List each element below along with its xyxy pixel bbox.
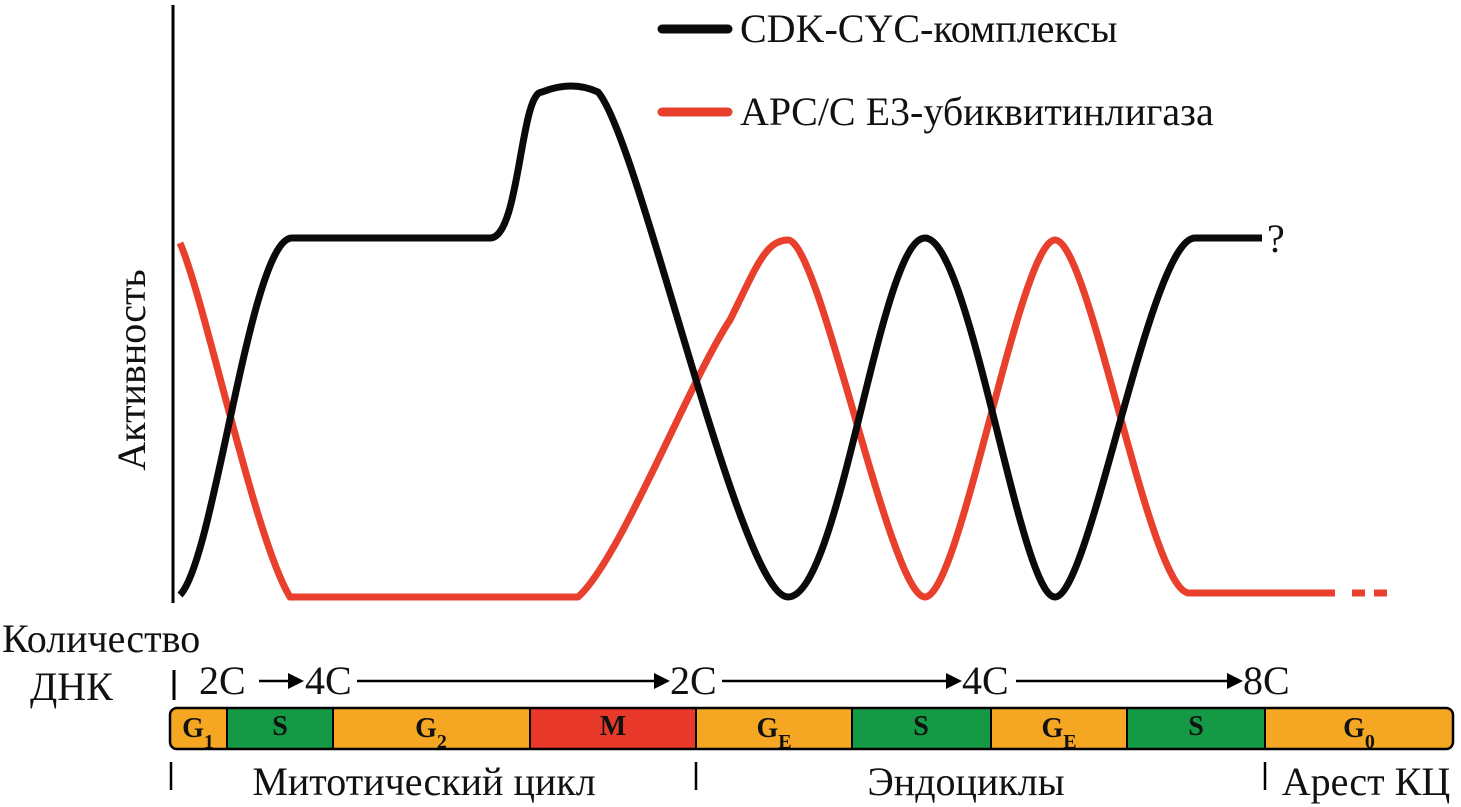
phase-segment-ge	[991, 708, 1127, 749]
dna-value: 4C	[962, 658, 1009, 703]
cdk-activity-curve	[177, 82, 1262, 601]
y-axis-label: Активность	[109, 269, 154, 470]
phase-segment-s	[227, 708, 333, 749]
stage-label-mitotic-cycle: Митотический цикл	[252, 759, 595, 804]
legend-label-cdk: CDK-CYC-комплексы	[740, 6, 1117, 51]
phase-label: GE	[756, 713, 791, 753]
phase-segment-g0	[1265, 708, 1453, 749]
apc-activity-curve	[176, 236, 1335, 601]
phase-label: M	[600, 711, 626, 742]
phase-segment-ge	[696, 708, 852, 749]
dna-title-line1: Количество	[2, 616, 200, 661]
phase-segment-m	[530, 708, 696, 749]
phase-segment-s	[1127, 708, 1265, 749]
dna-arrowhead	[654, 673, 670, 689]
phase-segment-g2	[333, 708, 530, 749]
dna-value: 2C	[670, 658, 717, 703]
phase-label: G2	[415, 713, 447, 753]
phase-bar-outline	[168, 706, 1455, 751]
dna-arrowhead	[288, 673, 304, 689]
phase-segment-g1	[170, 708, 227, 749]
phase-label: S	[1188, 711, 1204, 742]
dna-arrowhead	[946, 673, 962, 689]
dna-value: 2C	[199, 658, 246, 703]
phase-label: S	[913, 711, 929, 742]
dna-value: 8C	[1243, 658, 1290, 703]
phase-label: G0	[1343, 713, 1375, 753]
phase-label: S	[272, 711, 288, 742]
stage-label-endocycles: Эндоциклы	[867, 759, 1064, 804]
question-mark: ?	[1267, 216, 1285, 261]
legend: CDK-CYC-комплексы APC/C E3-убиквитинлига…	[657, 6, 1214, 134]
dna-value: 4C	[305, 658, 352, 703]
dna-arrows	[259, 673, 1243, 689]
stage-label-arrest: Арест КЦ	[1282, 759, 1450, 804]
phase-segment-s	[852, 708, 991, 749]
phase-bar: G1 S G2 M GE S GE S G0	[168, 706, 1455, 753]
legend-label-apc: APC/C E3-убиквитинлигаза	[740, 89, 1214, 134]
phase-label: GE	[1041, 713, 1076, 753]
stage-dividers	[169, 762, 1267, 790]
dna-arrowhead	[1227, 673, 1243, 689]
dna-title-line2: ДНК	[30, 664, 113, 709]
phase-label: G1	[182, 713, 214, 753]
